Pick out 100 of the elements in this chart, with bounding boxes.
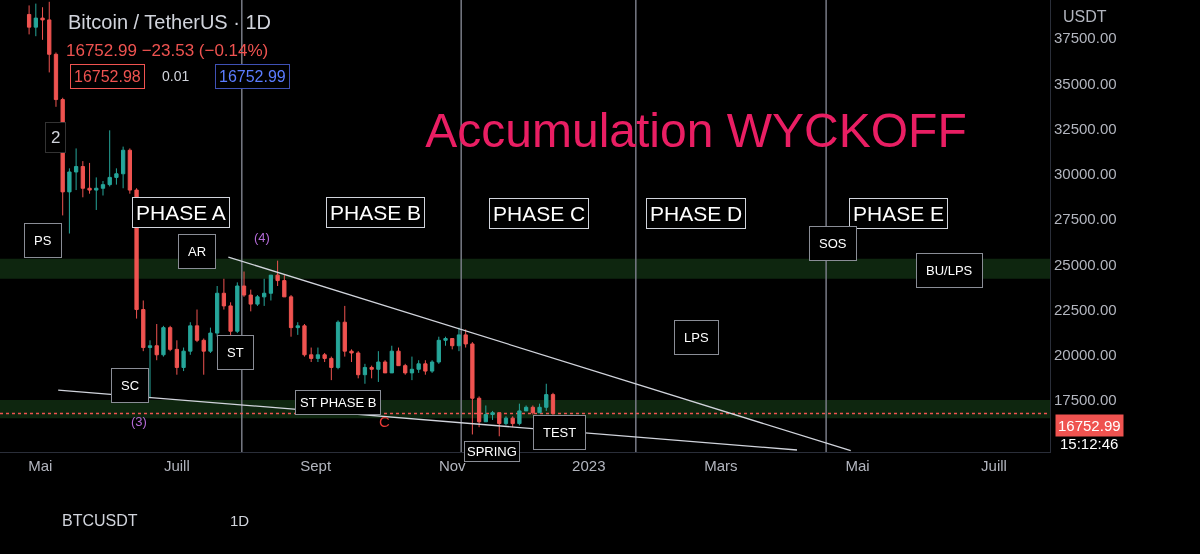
- candlestick: [403, 363, 408, 376]
- candlestick: [302, 323, 307, 358]
- candlestick: [349, 348, 354, 363]
- annotation: PHASE D: [650, 202, 743, 225]
- annotation: PHASE A: [136, 201, 226, 224]
- candlestick: [154, 323, 159, 361]
- candlestick: [107, 129, 112, 187]
- candlestick: [221, 278, 227, 311]
- candlestick: [120, 146, 126, 189]
- y-tick-label: 35000.00: [1054, 74, 1117, 92]
- candlestick: [174, 339, 180, 376]
- candlestick: [523, 404, 529, 412]
- candlestick: [309, 347, 314, 363]
- text: Bitcoin / TetherUS · 1D: [68, 11, 272, 33]
- candlestick: [322, 352, 327, 363]
- annotation: PS: [34, 233, 52, 248]
- candlestick: [423, 359, 428, 376]
- annotation: 16752.99 −23.53 (−0.14%): [66, 41, 269, 60]
- candlestick: [33, 3, 38, 37]
- candlestick: [335, 319, 341, 370]
- y-tick-label: 20000.00: [1054, 346, 1117, 364]
- candlestick: [389, 345, 394, 374]
- annotation: BU/LPS: [926, 263, 973, 278]
- annotation: 0.01: [162, 68, 190, 84]
- candlestick: [275, 260, 280, 287]
- text: 15:12:46: [1060, 435, 1119, 452]
- candlestick: [181, 347, 186, 372]
- x-tick-label: Nov: [438, 457, 467, 474]
- candlestick: [356, 350, 361, 379]
- candlestick: [416, 359, 421, 374]
- candlestick: [127, 147, 132, 195]
- candlestick: [188, 321, 193, 356]
- x-tick-label: Mars: [704, 457, 738, 474]
- y-tick-label: 25000.00: [1054, 255, 1117, 273]
- x-tick-label: 2023: [572, 457, 606, 474]
- candlestick: [161, 325, 166, 358]
- annotation: (4): [254, 230, 270, 245]
- annotation: SOS: [819, 236, 847, 251]
- text: Accumulation WYCKOFF: [425, 103, 967, 157]
- candlestick: [329, 356, 334, 381]
- candlestick: [241, 271, 247, 298]
- candlestick: [100, 180, 106, 196]
- candlestick: [510, 415, 515, 428]
- candlestick: [235, 281, 240, 334]
- annotation: LPS: [684, 330, 709, 345]
- candlestick: [503, 415, 509, 426]
- candlestick: [483, 404, 488, 423]
- annotation: PHASE B: [330, 201, 422, 224]
- annotation: ST PHASE B: [300, 395, 377, 410]
- candlestick: [288, 294, 294, 338]
- candlestick: [215, 285, 220, 338]
- annotation: 16752.98: [74, 68, 141, 85]
- candlestick: [94, 176, 99, 211]
- candlestick: [295, 321, 300, 336]
- y-tick-label: 37500.00: [1054, 29, 1117, 47]
- candlestick: [429, 359, 435, 374]
- annotation: ST: [227, 345, 244, 360]
- candlestick: [450, 338, 455, 350]
- candlestick: [463, 328, 468, 349]
- ref-line-label: 16752.99: [1058, 417, 1121, 434]
- candlestick: [456, 327, 462, 352]
- annotation: SPRING: [467, 444, 517, 459]
- annotation: PHASE C: [493, 202, 586, 225]
- text: 1D: [230, 512, 250, 529]
- y-tick-label: 32500.00: [1054, 119, 1117, 137]
- candlestick: [141, 299, 146, 352]
- candlestick: [26, 4, 32, 35]
- annotation: AR: [188, 244, 207, 259]
- candlestick: [282, 274, 287, 298]
- candlestick: [490, 410, 495, 421]
- candlestick: [544, 383, 549, 412]
- annotation: TEST: [543, 425, 577, 440]
- annotation: 2: [51, 128, 61, 147]
- annotation: SC: [121, 378, 140, 393]
- candlestick: [517, 403, 522, 426]
- candlestick: [369, 365, 374, 379]
- annotation: 16752.99: [219, 68, 286, 85]
- candlestick: [47, 1, 52, 73]
- annotation: C: [379, 413, 390, 430]
- candlestick: [342, 305, 347, 358]
- candlestick: [67, 167, 72, 235]
- candlestick: [208, 327, 213, 354]
- candlestick: [382, 359, 388, 374]
- y-tick-label: 30000.00: [1054, 165, 1117, 183]
- candlestick: [168, 325, 173, 352]
- candlestick: [550, 392, 556, 416]
- candlestick: [362, 363, 368, 385]
- y-tick-label: 22500.00: [1054, 300, 1117, 318]
- candlestick: [201, 338, 206, 376]
- candlestick: [255, 294, 260, 307]
- text: BTCUSDT: [62, 512, 138, 529]
- candlestick: [396, 347, 401, 367]
- candlestick: [194, 309, 200, 343]
- x-tick-label: Mai: [28, 457, 53, 474]
- annotation: PHASE E: [853, 202, 945, 225]
- x-tick-label: Juill: [981, 457, 1007, 474]
- candlestick: [262, 278, 267, 307]
- candlestick: [53, 51, 59, 108]
- annotation: (3): [131, 414, 147, 429]
- candlestick: [315, 347, 321, 363]
